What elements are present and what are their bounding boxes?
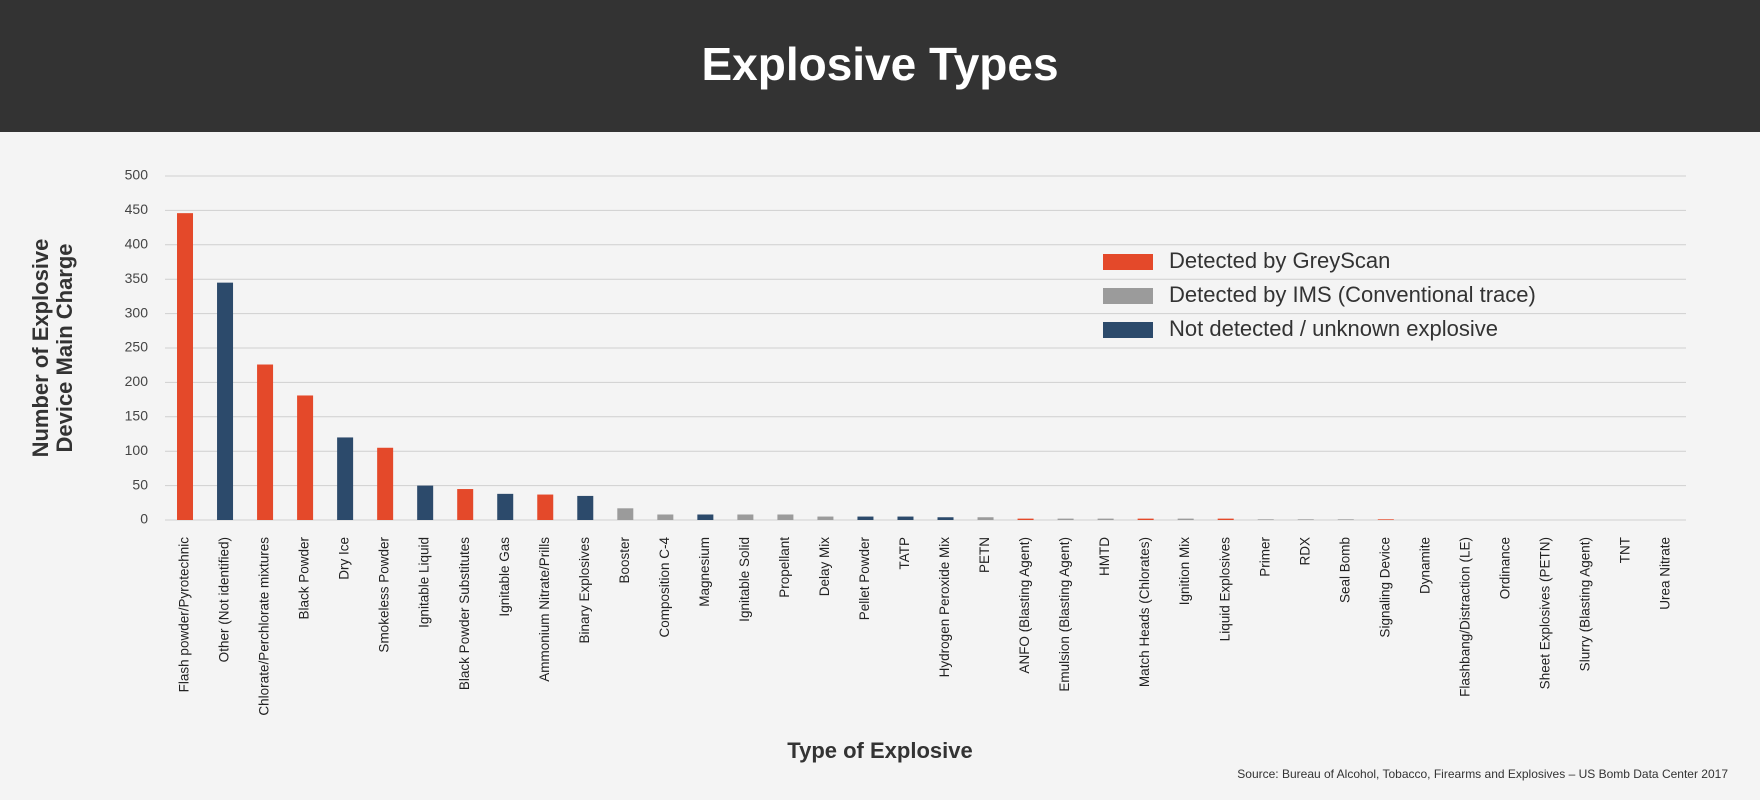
x-tick-label: Flash powder/Pyrotechnic bbox=[177, 537, 192, 693]
x-tick-label: PETN bbox=[977, 537, 992, 573]
y-tick-label: 0 bbox=[140, 511, 148, 527]
x-tick-label: Dry Ice bbox=[337, 537, 352, 580]
x-tick-label: Sheet Explosives (PETN) bbox=[1537, 537, 1552, 689]
bar bbox=[417, 485, 434, 520]
bar bbox=[1297, 519, 1314, 520]
x-tick-label: Black Powder bbox=[297, 537, 312, 620]
y-tick-label: 200 bbox=[125, 373, 149, 389]
y-axis-title: Number of Explosive bbox=[28, 239, 53, 458]
x-tick-label: Smokeless Powder bbox=[377, 537, 392, 653]
x-tick-label: Other (Not identified) bbox=[217, 537, 232, 662]
bar bbox=[617, 508, 634, 520]
x-tick-label: HMTD bbox=[1097, 537, 1112, 576]
bar bbox=[937, 517, 954, 520]
bar bbox=[537, 494, 554, 520]
y-tick-label: 350 bbox=[125, 270, 149, 286]
x-tick-label: Magnesium bbox=[697, 537, 712, 607]
x-tick-label: Ignitable Liquid bbox=[417, 537, 432, 628]
bar bbox=[1057, 518, 1074, 520]
x-tick-label: Booster bbox=[617, 537, 632, 584]
bar bbox=[497, 493, 514, 520]
bar bbox=[657, 514, 674, 520]
y-tick-label: 50 bbox=[132, 476, 148, 492]
legend-label: Detected by IMS (Conventional trace) bbox=[1169, 282, 1536, 307]
bar bbox=[377, 447, 394, 520]
x-tick-label: Match Heads (Chlorates) bbox=[1137, 537, 1152, 687]
x-tick-label: Delay Mix bbox=[817, 537, 832, 597]
y-tick-label: 150 bbox=[125, 408, 149, 424]
bar bbox=[1377, 519, 1394, 520]
x-tick-label: Composition C-4 bbox=[657, 537, 672, 638]
x-tick-label: TNT bbox=[1618, 537, 1633, 563]
x-tick-label: Chlorate/Perchlorate mixtures bbox=[257, 537, 272, 716]
bar bbox=[1257, 519, 1274, 520]
x-tick-label: Binary Explosives bbox=[577, 537, 592, 644]
x-tick-label: Signaling Device bbox=[1377, 537, 1392, 638]
bar bbox=[737, 514, 754, 520]
y-axis-title: Device Main Charge bbox=[52, 243, 77, 452]
y-tick-label: 400 bbox=[125, 236, 149, 252]
x-tick-label: Hydrogen Peroxide Mix bbox=[937, 537, 952, 678]
bar bbox=[217, 282, 234, 520]
y-tick-label: 450 bbox=[125, 201, 149, 217]
x-tick-label: Pellet Powder bbox=[857, 536, 872, 620]
bar bbox=[1097, 518, 1114, 520]
x-tick-label: Ignitable Solid bbox=[737, 537, 752, 622]
bar bbox=[297, 395, 314, 520]
bar bbox=[457, 489, 474, 520]
x-tick-label: Ammonium Nitrate/Prills bbox=[537, 537, 552, 682]
x-tick-label: Emulsion (Blasting Agent) bbox=[1057, 537, 1072, 692]
y-tick-label: 300 bbox=[125, 304, 149, 320]
source-note: Source: Bureau of Alcohol, Tobacco, Fire… bbox=[1237, 767, 1728, 781]
bar bbox=[977, 517, 994, 520]
bar bbox=[857, 516, 874, 520]
bar bbox=[177, 213, 194, 521]
x-tick-label: Ignition Mix bbox=[1177, 537, 1192, 606]
x-tick-label: Black Powder Substitutes bbox=[457, 537, 472, 690]
bar bbox=[1177, 518, 1194, 520]
x-tick-label: ANFO (Blasting Agent) bbox=[1017, 537, 1032, 674]
bar bbox=[1137, 518, 1154, 520]
legend-swatch bbox=[1103, 322, 1153, 338]
x-tick-label: Primer bbox=[1257, 536, 1272, 576]
x-tick-label: Flashbang/Distraction (LE) bbox=[1457, 537, 1472, 697]
x-tick-label: RDX bbox=[1297, 537, 1312, 566]
legend-swatch bbox=[1103, 288, 1153, 304]
x-tick-label: Slurry (Blasting Agent) bbox=[1577, 537, 1592, 671]
x-tick-label: Urea Nitrate bbox=[1658, 537, 1673, 610]
bar bbox=[1017, 518, 1034, 520]
x-tick-label: Propellant bbox=[777, 537, 792, 598]
chart-title: Explosive Types bbox=[701, 38, 1058, 90]
legend-label: Detected by GreyScan bbox=[1169, 248, 1390, 273]
header-band bbox=[0, 0, 1760, 132]
legend-swatch bbox=[1103, 254, 1153, 270]
bar bbox=[1217, 518, 1234, 520]
x-tick-label: Dynamite bbox=[1417, 537, 1432, 594]
x-tick-label: Ordinance bbox=[1497, 537, 1512, 599]
bar bbox=[897, 516, 914, 520]
bar bbox=[817, 516, 834, 520]
x-axis-title: Type of Explosive bbox=[787, 738, 972, 763]
bar bbox=[697, 514, 714, 520]
x-tick-label: TATP bbox=[897, 537, 912, 570]
legend-label: Not detected / unknown explosive bbox=[1169, 316, 1498, 341]
x-tick-label: Seal Bomb bbox=[1337, 537, 1352, 603]
bar bbox=[257, 364, 274, 520]
bar bbox=[577, 495, 594, 520]
x-tick-label: Liquid Explosives bbox=[1217, 537, 1232, 642]
y-tick-label: 250 bbox=[125, 339, 149, 355]
y-tick-label: 500 bbox=[125, 167, 149, 183]
bar bbox=[1337, 519, 1354, 520]
x-tick-label: Ignitable Gas bbox=[497, 537, 512, 617]
bar bbox=[337, 437, 354, 520]
bar bbox=[777, 514, 794, 520]
y-tick-label: 100 bbox=[125, 442, 149, 458]
